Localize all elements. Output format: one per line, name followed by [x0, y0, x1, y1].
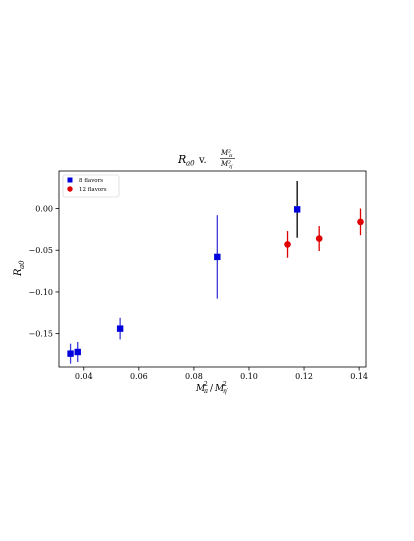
data-point-8-flavors [293, 206, 301, 213]
title-joiner: v. [198, 155, 207, 166]
y-tick-label: −0.15 [28, 330, 53, 339]
xlabel-b: M [214, 384, 225, 394]
data-point-12-flavors [357, 218, 364, 226]
legend-label-8-flavors: 8 flavors [79, 178, 103, 184]
y-tick-label: −0.05 [28, 246, 53, 255]
title-main: R [177, 153, 186, 166]
data-point-8-flavors [214, 253, 221, 261]
title-frac-num-sub: π [228, 153, 233, 159]
legend-marker-8-flavors [67, 177, 73, 183]
title-frac-num: M² [220, 149, 231, 157]
data-point-8-flavors [67, 350, 74, 357]
legend: 8 flavors 12 flavors [62, 174, 120, 198]
y-tick-label: 0.00 [35, 205, 53, 214]
data-point-8-flavors [116, 325, 124, 332]
ylabel-main: R [13, 268, 24, 277]
x-tick-label: 0.04 [75, 372, 93, 381]
ylabel-sub: a0 [18, 260, 26, 269]
data-point-12-flavors [284, 241, 291, 248]
x-tick-label: 0.06 [130, 372, 148, 381]
chart-title: R a0 v. M² π M² η′ [177, 149, 235, 170]
title-frac-den-sub: η′ [229, 164, 234, 170]
xlabel-b-sub: η′ [223, 388, 229, 395]
title-frac-den: M² [220, 160, 231, 168]
data-point-12-flavors [315, 235, 323, 242]
plot-frame [58, 170, 367, 368]
legend-box [62, 174, 120, 198]
title-sub: a0 [186, 160, 195, 168]
y-axis: −0.15 −0.10 −0.05 0.00 [28, 205, 59, 339]
y-tick-label: −0.10 [28, 288, 53, 297]
xlabel-a-sup: 2 [204, 381, 208, 388]
x-axis-label: M 2 π / M 2 η′ [195, 381, 229, 395]
xlabel-slash: / [210, 384, 214, 394]
legend-marker-12-flavors [67, 186, 73, 192]
x-tick-label: 0.10 [240, 372, 258, 381]
xlabel-b-sup: 2 [223, 381, 227, 388]
y-axis-label: R a0 [13, 260, 26, 277]
legend-label-12-flavors: 12 flavors [79, 187, 107, 193]
data-point-8-flavors [74, 348, 81, 356]
x-tick-label: 0.14 [350, 372, 368, 381]
xlabel-a-sub: π [203, 388, 209, 395]
xlabel-a: M [195, 384, 206, 394]
x-axis: 0.04 0.06 0.08 0.10 0.12 0.14 [75, 367, 368, 381]
x-tick-label: 0.12 [295, 372, 313, 381]
data-marks [67, 181, 364, 364]
x-tick-label: 0.08 [185, 372, 203, 381]
